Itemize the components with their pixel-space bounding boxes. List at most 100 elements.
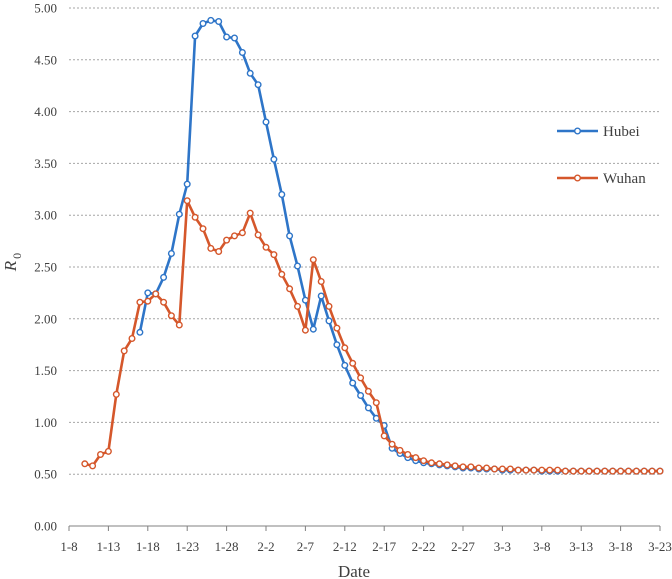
x-tick-label: 2-22 bbox=[412, 539, 436, 554]
data-point bbox=[199, 20, 207, 28]
data-point bbox=[262, 118, 270, 126]
data-point bbox=[428, 459, 436, 467]
data-point bbox=[89, 462, 97, 470]
data-point bbox=[160, 298, 168, 306]
data-point bbox=[238, 49, 246, 57]
data-point bbox=[569, 467, 577, 475]
data-point bbox=[357, 392, 365, 400]
y-tick-label: 4.00 bbox=[34, 104, 57, 119]
x-tick-label: 3-3 bbox=[494, 539, 511, 554]
data-point bbox=[128, 335, 136, 343]
data-point bbox=[223, 33, 231, 41]
data-point bbox=[278, 190, 286, 198]
data-point bbox=[144, 297, 152, 305]
data-point bbox=[215, 247, 223, 255]
data-point bbox=[230, 232, 238, 240]
data-point bbox=[270, 251, 278, 259]
y-tick-label: 4.50 bbox=[34, 52, 57, 67]
y-tick-label: 3.50 bbox=[34, 156, 57, 171]
data-point bbox=[625, 467, 633, 475]
x-tick-label: 2-12 bbox=[333, 539, 357, 554]
data-point bbox=[459, 463, 467, 471]
data-point bbox=[238, 229, 246, 237]
y-tick-label: 2.50 bbox=[34, 260, 57, 275]
data-point bbox=[301, 326, 309, 334]
x-tick-label: 3-23 bbox=[648, 539, 672, 554]
gridlines bbox=[69, 7, 660, 475]
data-point bbox=[506, 465, 514, 473]
x-tick-label: 1-18 bbox=[136, 539, 160, 554]
y-axis-title-symbol: R bbox=[1, 260, 20, 272]
y-axis-ticks: 0.00 0.50 1.00 1.50 2.00 2.50 3.00 3.50 4.00 4.50… bbox=[34, 1, 57, 534]
series-line-hubei bbox=[138, 19, 660, 473]
data-point bbox=[632, 467, 640, 475]
data-point bbox=[183, 180, 191, 188]
x-axis-title: Date bbox=[338, 562, 370, 579]
data-point bbox=[396, 446, 404, 454]
data-point bbox=[262, 243, 270, 251]
data-point bbox=[207, 244, 215, 252]
data-point bbox=[577, 467, 585, 475]
legend: Hubei Wuhan bbox=[557, 124, 646, 187]
x-tick-label: 2-17 bbox=[372, 539, 396, 554]
data-point bbox=[349, 379, 357, 387]
data-point bbox=[412, 454, 420, 462]
data-point bbox=[341, 361, 349, 369]
data-point bbox=[278, 270, 286, 278]
y-tick-label: 3.00 bbox=[34, 208, 57, 223]
data-point bbox=[167, 249, 175, 257]
x-tick-label: 1-8 bbox=[60, 539, 77, 554]
data-point bbox=[191, 213, 199, 221]
data-point bbox=[136, 328, 144, 336]
data-point bbox=[648, 467, 656, 475]
data-point bbox=[475, 464, 483, 472]
data-point bbox=[230, 34, 238, 42]
data-point bbox=[522, 466, 530, 474]
data-point bbox=[546, 466, 554, 474]
legend-item-hubei: Hubei bbox=[557, 124, 640, 140]
series-line-wuhan bbox=[84, 199, 660, 473]
data-point bbox=[270, 155, 278, 163]
y-tick-label: 2.00 bbox=[34, 311, 57, 326]
data-point bbox=[656, 467, 664, 475]
data-point bbox=[333, 324, 341, 332]
y-tick-label: 5.00 bbox=[34, 1, 57, 16]
data-point bbox=[325, 317, 333, 325]
y-tick-label: 1.50 bbox=[34, 363, 57, 378]
data-point bbox=[191, 32, 199, 40]
data-point bbox=[112, 390, 120, 398]
data-point bbox=[317, 278, 325, 286]
data-point bbox=[640, 467, 648, 475]
data-point bbox=[104, 447, 112, 455]
data-point bbox=[404, 451, 412, 459]
data-point bbox=[286, 232, 294, 240]
data-point bbox=[81, 460, 89, 468]
data-point bbox=[514, 466, 522, 474]
data-point bbox=[254, 231, 262, 239]
legend-item-wuhan: Wuhan bbox=[557, 171, 646, 187]
data-point bbox=[183, 197, 191, 205]
data-point bbox=[144, 289, 152, 297]
y-tick-label: 0.00 bbox=[34, 519, 57, 534]
data-point bbox=[483, 464, 491, 472]
x-tick-label: 1-28 bbox=[215, 539, 239, 554]
legend-swatch-marker bbox=[574, 127, 582, 135]
data-point bbox=[554, 466, 562, 474]
data-point bbox=[207, 16, 215, 24]
data-point bbox=[451, 462, 459, 470]
y-tick-label: 1.00 bbox=[34, 415, 57, 430]
data-point bbox=[167, 312, 175, 320]
y-axis-title: R0 bbox=[1, 253, 24, 272]
data-point bbox=[364, 387, 372, 395]
data-point bbox=[380, 432, 388, 440]
x-tick-label: 1-23 bbox=[175, 539, 199, 554]
data-point bbox=[601, 467, 609, 475]
data-point bbox=[420, 457, 428, 465]
data-point bbox=[498, 465, 506, 473]
data-point bbox=[561, 467, 569, 475]
data-point bbox=[246, 209, 254, 217]
data-point bbox=[223, 236, 231, 244]
data-point bbox=[357, 374, 365, 382]
x-tick-label: 1-13 bbox=[96, 539, 120, 554]
y-axis-title-subscript: 0 bbox=[10, 253, 24, 259]
